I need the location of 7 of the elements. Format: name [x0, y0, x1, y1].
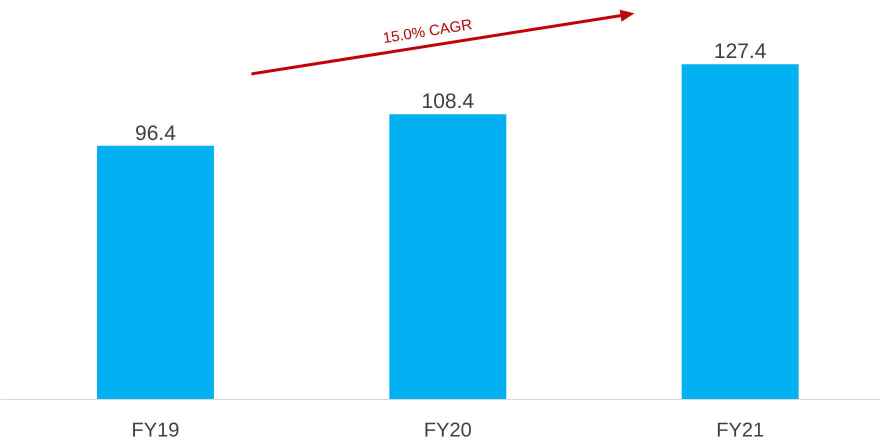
x-tick-label: FY19 — [132, 420, 180, 442]
x-tick-label: FY20 — [424, 420, 472, 442]
x-tick-label: FY21 — [716, 420, 764, 442]
text: 15.0% CAGR — [382, 16, 474, 48]
data-label: 108.4 — [422, 90, 474, 114]
data-label: 127.4 — [714, 40, 767, 64]
data-label: 96.4 — [135, 122, 176, 145]
